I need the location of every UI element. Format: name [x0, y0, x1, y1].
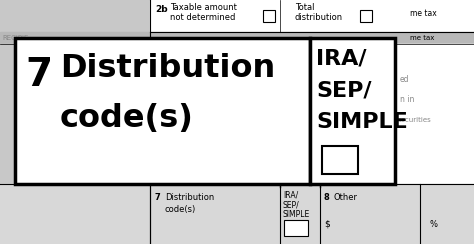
Bar — [15, 38, 310, 184]
Text: IRA/: IRA/ — [316, 48, 366, 68]
Bar — [150, 44, 474, 184]
Bar — [150, 0, 474, 32]
Text: 7: 7 — [155, 193, 161, 202]
Text: SIMPLE: SIMPLE — [316, 112, 408, 132]
Text: distribution: distribution — [295, 13, 343, 22]
Text: 7: 7 — [25, 56, 52, 94]
Text: me tax: me tax — [410, 9, 437, 18]
Bar — [263, 10, 275, 22]
Text: securities: securities — [398, 117, 432, 123]
Text: Distribution: Distribution — [60, 53, 275, 84]
Bar — [310, 38, 395, 184]
Text: $: $ — [324, 220, 330, 229]
Text: SEP/: SEP/ — [283, 200, 300, 209]
Text: Distribution: Distribution — [165, 193, 214, 202]
Text: RECIPIE: RECIPIE — [2, 35, 28, 41]
Text: SIMPLE: SIMPLE — [283, 210, 310, 219]
Bar — [0, 32, 474, 44]
Bar — [360, 10, 372, 22]
Bar — [0, 44, 474, 184]
Text: n in: n in — [400, 95, 414, 104]
Text: ed: ed — [400, 75, 410, 84]
Text: code(s): code(s) — [60, 103, 194, 134]
Text: not determined: not determined — [170, 13, 236, 22]
Text: Total: Total — [295, 3, 315, 12]
Text: Other: Other — [334, 193, 358, 202]
Bar — [0, 184, 474, 244]
Text: SEP/: SEP/ — [316, 80, 372, 100]
Text: %: % — [430, 220, 438, 229]
Text: 8: 8 — [324, 193, 330, 202]
Bar — [284, 220, 308, 236]
Text: code(s): code(s) — [165, 205, 196, 214]
Text: 2b: 2b — [155, 6, 168, 14]
Text: Taxable amount: Taxable amount — [170, 3, 237, 12]
Text: me tax: me tax — [410, 35, 434, 41]
Bar — [322, 146, 358, 174]
Text: IRA/: IRA/ — [283, 190, 298, 199]
